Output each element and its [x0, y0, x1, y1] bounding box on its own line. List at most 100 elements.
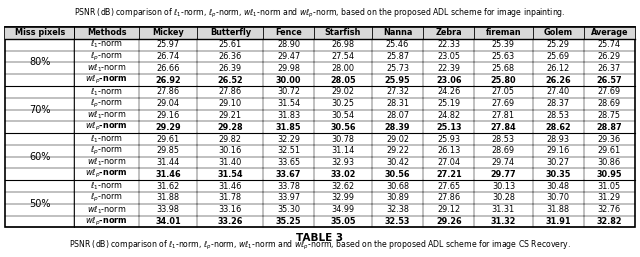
Text: 28.69: 28.69: [598, 99, 621, 108]
Text: 29.36: 29.36: [598, 134, 621, 143]
Text: Golem: Golem: [543, 28, 573, 37]
Text: 29.10: 29.10: [219, 99, 242, 108]
Text: 30.28: 30.28: [492, 194, 515, 203]
Text: $\ell_p$-norm: $\ell_p$-norm: [90, 192, 123, 204]
Text: 30.70: 30.70: [547, 194, 570, 203]
Text: 27.69: 27.69: [598, 87, 621, 96]
Text: 30.56: 30.56: [330, 123, 356, 132]
Text: 29.26: 29.26: [436, 217, 461, 226]
Text: 25.39: 25.39: [492, 40, 515, 49]
Text: 29.29: 29.29: [156, 123, 181, 132]
Text: 25.61: 25.61: [219, 40, 242, 49]
Text: 28.37: 28.37: [547, 99, 570, 108]
Text: 27.86: 27.86: [437, 194, 460, 203]
Text: 31.54: 31.54: [277, 99, 300, 108]
Text: $\ell_1$-norm: $\ell_1$-norm: [90, 180, 123, 192]
Text: 28.93: 28.93: [547, 134, 570, 143]
Text: Nanna: Nanna: [383, 28, 412, 37]
Text: 25.74: 25.74: [598, 40, 621, 49]
Text: $w\ell_p$-norm: $w\ell_p$-norm: [85, 168, 128, 180]
Text: 80%: 80%: [29, 57, 51, 67]
Text: $\ell_p$-norm: $\ell_p$-norm: [90, 98, 123, 110]
Text: 33.02: 33.02: [330, 170, 355, 179]
Text: 26.57: 26.57: [596, 76, 622, 85]
Text: 26.29: 26.29: [598, 52, 621, 61]
Text: 32.93: 32.93: [332, 158, 355, 167]
Text: $w\ell_p$-norm: $w\ell_p$-norm: [85, 121, 128, 133]
Text: 30.56: 30.56: [385, 170, 410, 179]
Text: 32.99: 32.99: [332, 194, 355, 203]
Text: Fence: Fence: [275, 28, 302, 37]
Text: 31.14: 31.14: [331, 146, 355, 155]
Text: 28.07: 28.07: [386, 111, 409, 120]
Text: 27.65: 27.65: [437, 182, 460, 191]
Text: 27.54: 27.54: [332, 52, 355, 61]
Text: 29.04: 29.04: [157, 99, 180, 108]
Text: 50%: 50%: [29, 199, 51, 209]
Text: 25.68: 25.68: [492, 64, 515, 73]
Text: 29.85: 29.85: [157, 146, 180, 155]
Text: 26.37: 26.37: [598, 64, 621, 73]
Text: 29.98: 29.98: [277, 64, 300, 73]
Text: 26.39: 26.39: [219, 64, 242, 73]
Text: PSNR (dB) comparison of $\ell_1$-norm, $\ell_p$-norm, $w\ell_1$-norm and $w\ell_: PSNR (dB) comparison of $\ell_1$-norm, $…: [74, 6, 566, 20]
Text: 30.35: 30.35: [545, 170, 571, 179]
Text: 70%: 70%: [29, 105, 51, 115]
Text: 34.01: 34.01: [156, 217, 181, 226]
Text: 29.28: 29.28: [218, 123, 243, 132]
Text: fireman: fireman: [486, 28, 521, 37]
Text: 26.98: 26.98: [332, 40, 355, 49]
Text: $w\ell_1$-norm: $w\ell_1$-norm: [87, 204, 127, 216]
Text: 32.62: 32.62: [332, 182, 355, 191]
Text: 22.33: 22.33: [437, 40, 460, 49]
Text: 30.68: 30.68: [386, 182, 409, 191]
Text: 31.83: 31.83: [277, 111, 300, 120]
Text: 30.16: 30.16: [219, 146, 242, 155]
Text: 34.99: 34.99: [332, 205, 355, 214]
Text: 29.61: 29.61: [598, 146, 621, 155]
Text: Starfish: Starfish: [324, 28, 361, 37]
Text: Butterfly: Butterfly: [210, 28, 251, 37]
Text: 28.05: 28.05: [330, 76, 356, 85]
Text: 25.73: 25.73: [386, 64, 409, 73]
Text: 32.51: 32.51: [277, 146, 300, 155]
Text: 31.29: 31.29: [598, 194, 621, 203]
Text: 25.13: 25.13: [436, 123, 461, 132]
Text: 27.40: 27.40: [547, 87, 570, 96]
Text: 29.12: 29.12: [437, 205, 460, 214]
Text: 22.39: 22.39: [437, 64, 460, 73]
Text: 31.44: 31.44: [156, 158, 180, 167]
Text: 30.42: 30.42: [386, 158, 409, 167]
Text: $\ell_1$-norm: $\ell_1$-norm: [90, 39, 123, 50]
Text: 23.05: 23.05: [437, 52, 460, 61]
Text: 28.75: 28.75: [598, 111, 621, 120]
Text: 26.36: 26.36: [219, 52, 242, 61]
Text: 31.78: 31.78: [219, 194, 242, 203]
Text: 27.69: 27.69: [492, 99, 515, 108]
Text: 28.39: 28.39: [385, 123, 410, 132]
Text: 25.95: 25.95: [385, 76, 410, 85]
Text: 30.86: 30.86: [598, 158, 621, 167]
Text: $\ell_1$-norm: $\ell_1$-norm: [90, 133, 123, 145]
Text: 29.61: 29.61: [156, 134, 180, 143]
Text: 30.72: 30.72: [277, 87, 300, 96]
Text: 33.26: 33.26: [218, 217, 243, 226]
Text: 25.80: 25.80: [491, 76, 516, 85]
Text: 35.25: 35.25: [276, 217, 301, 226]
Text: $w\ell_1$-norm: $w\ell_1$-norm: [87, 157, 127, 168]
Text: 32.53: 32.53: [385, 217, 410, 226]
Text: 25.69: 25.69: [547, 52, 570, 61]
Text: 30.48: 30.48: [547, 182, 570, 191]
Text: 33.78: 33.78: [277, 182, 300, 191]
Text: $w\ell_p$-norm: $w\ell_p$-norm: [85, 216, 128, 228]
Text: 33.98: 33.98: [157, 205, 180, 214]
Text: 30.27: 30.27: [547, 158, 570, 167]
Text: 25.29: 25.29: [547, 40, 570, 49]
Text: 30.89: 30.89: [386, 194, 409, 203]
Text: 31.91: 31.91: [545, 217, 571, 226]
Text: 31.05: 31.05: [598, 182, 621, 191]
Text: 32.82: 32.82: [596, 217, 622, 226]
Text: 26.13: 26.13: [437, 146, 460, 155]
Text: 28.53: 28.53: [492, 134, 515, 143]
Text: Miss pixels: Miss pixels: [15, 28, 65, 37]
